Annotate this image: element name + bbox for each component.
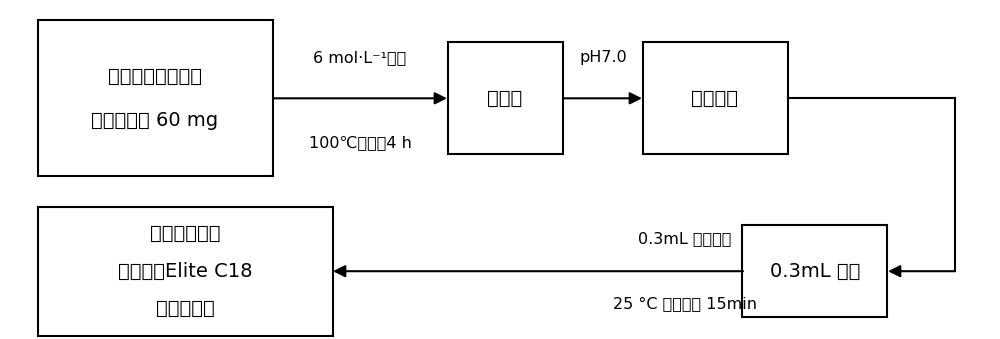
Bar [38,207,333,336]
Text: 糖修饰产物 60 mg: 糖修饰产物 60 mg [91,111,219,130]
Text: 25 °C 暗处衍生 15min: 25 °C 暗处衍生 15min [613,296,757,311]
Text: 样品溶液: 样品溶液 [692,89,738,108]
Text: 荧光检测器: 荧光检测器 [156,299,214,318]
Text: 乳清蛋白氨基葡萄: 乳清蛋白氨基葡萄 [108,67,202,86]
Bar [742,225,888,317]
Text: pH7.0: pH7.0 [579,50,627,65]
Text: 100℃加热，4 h: 100℃加热，4 h [309,135,411,150]
Bar [448,42,562,154]
Text: 水解液: 水解液 [487,89,523,108]
Text: 液相色谱分析: 液相色谱分析 [150,224,220,243]
Text: 0.3mL 样液: 0.3mL 样液 [770,262,860,281]
Bar [38,20,272,176]
Text: 6 mol·L⁻¹盐酸: 6 mol·L⁻¹盐酸 [313,50,407,65]
Text: 0.3mL 衍生试剂: 0.3mL 衍生试剂 [638,232,732,246]
Text: 色谱柱：Elite C18: 色谱柱：Elite C18 [118,262,252,281]
Bar [642,42,788,154]
